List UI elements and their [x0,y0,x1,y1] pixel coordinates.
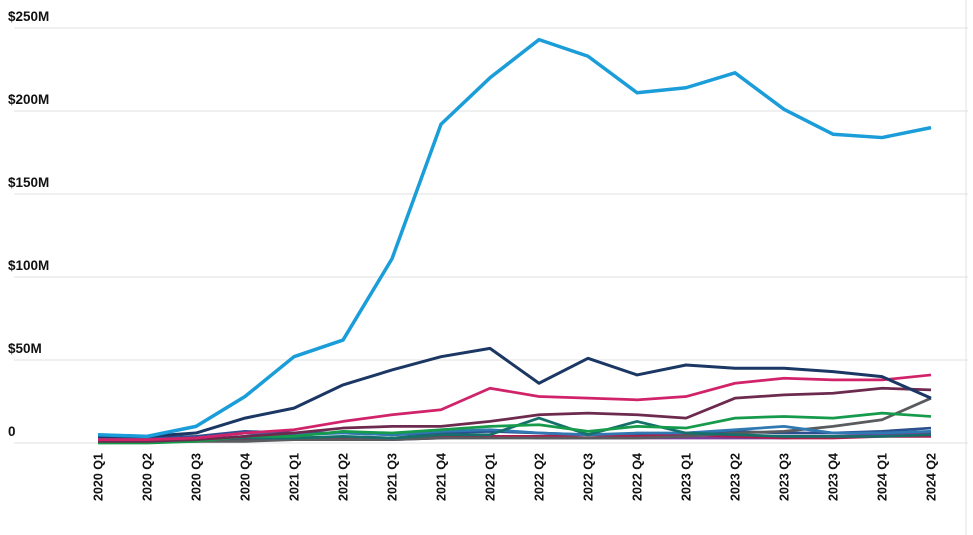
x-axis-tick-label: 2020 Q3 [190,453,204,501]
x-axis-tick-label: 2021 Q2 [337,453,351,501]
chart-line-maroon [98,386,932,443]
x-axis-tick-label: 2024 Q1 [876,453,890,501]
y-axis-tick-label: 0 [8,424,16,439]
x-axis-tick-label: 2023 Q4 [827,453,841,501]
y-axis-tick-label: $250M [8,9,49,24]
x-axis-tick-label: 2021 Q3 [386,453,400,501]
chart-line-navy [98,346,932,438]
x-axis-tick-label: 2023 Q1 [680,453,694,501]
chart-line-pink [98,373,932,442]
x-axis-tick-label: 2020 Q4 [239,453,253,501]
y-axis-tick-label: $150M [8,175,49,190]
x-axis-tick-label: 2021 Q1 [288,453,302,501]
x-axis-tick-label: 2024 Q2 [925,453,939,501]
chart-line-crimson [98,433,931,443]
x-axis-tick-label: 2022 Q4 [631,453,645,501]
x-axis-tick-label: 2020 Q2 [141,453,155,501]
y-axis-tick-label: $100M [8,258,49,273]
y-axis-tick-label: $200M [8,92,49,107]
x-axis-tick-label: 2023 Q2 [729,453,743,501]
x-axis-tick-label: 2020 Q1 [92,453,106,501]
y-axis-tick-label: $50M [8,341,42,356]
chart-line-gray [98,396,932,443]
x-axis-tick-label: 2023 Q3 [778,453,792,501]
x-axis-tick-label: 2022 Q2 [533,453,547,501]
x-axis-tick-label: 2021 Q4 [435,453,449,501]
chart-line-light-blue [97,37,932,439]
x-axis-tick-label: 2022 Q1 [484,453,498,501]
x-axis-tick-label: 2022 Q3 [582,453,596,501]
